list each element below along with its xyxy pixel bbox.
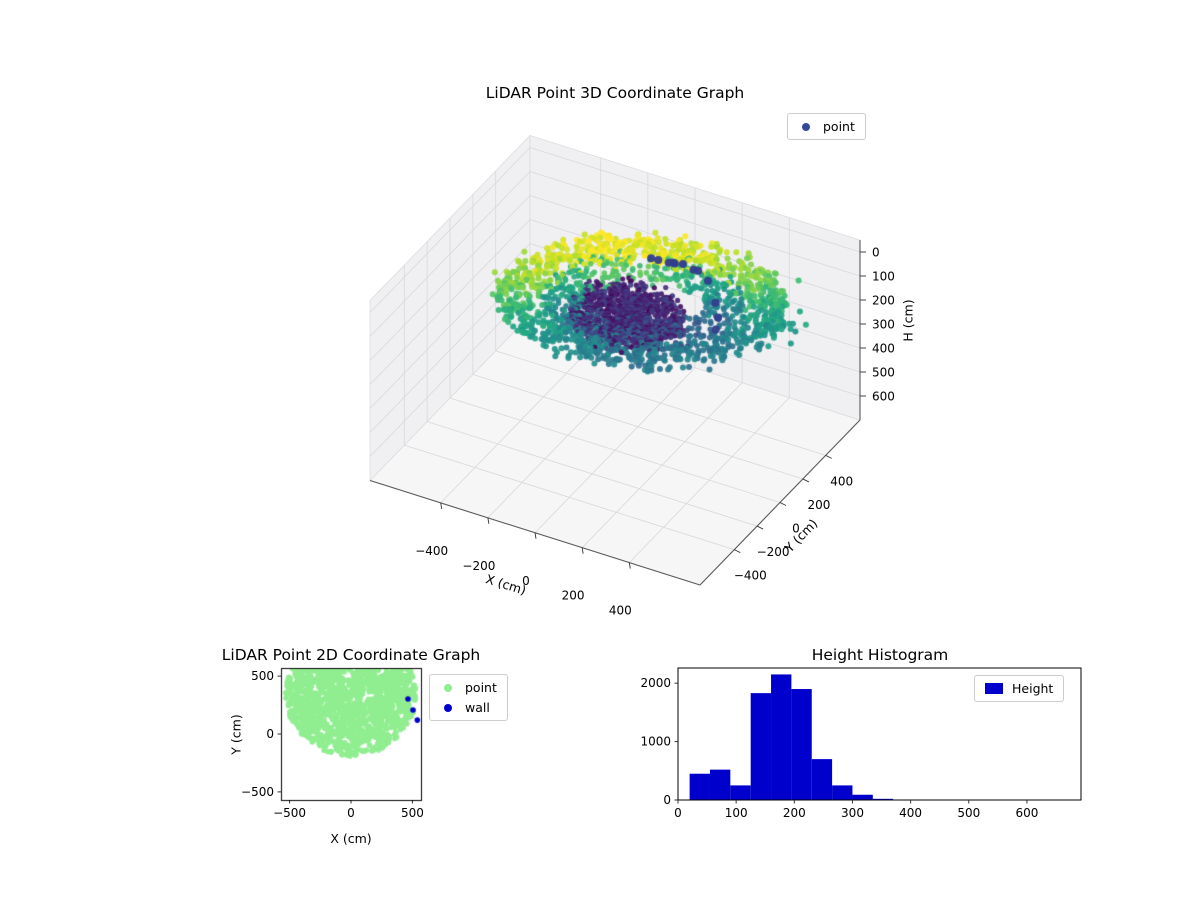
plot2d-x-axis-label: X (cm) (330, 831, 372, 846)
plot2d-legend-item-wall: wall (440, 700, 497, 715)
histogram-legend-item-height: Height (985, 681, 1053, 696)
plot2d-y-axis-label: Y (cm) (228, 714, 244, 755)
histogram-legend-label-height: Height (1012, 681, 1054, 696)
histogram-title: Height Histogram (811, 646, 949, 664)
plot3d-legend-label-point: point (823, 119, 855, 134)
plot2d-legend-label-wall: wall (465, 700, 490, 715)
plot2d-legend-label-point: point (465, 680, 497, 695)
point-marker-icon (802, 122, 810, 131)
plot3d-legend-item-point: point (798, 119, 855, 134)
point-marker-icon (444, 683, 452, 692)
plot3d-title: LiDAR Point 3D Coordinate Graph (485, 84, 745, 102)
plot3d-legend: point (787, 113, 866, 140)
histogram-legend: Height (974, 675, 1065, 702)
plot3d-z-axis-label: H (cm) (900, 299, 916, 342)
plot2d-legend: point wall (429, 674, 508, 721)
plot2d-title: LiDAR Point 2D Coordinate Graph (221, 646, 481, 664)
height-bar-patch-icon (985, 683, 1003, 694)
wall-marker-icon (444, 703, 452, 712)
plot2d-legend-item-point: point (440, 680, 497, 695)
